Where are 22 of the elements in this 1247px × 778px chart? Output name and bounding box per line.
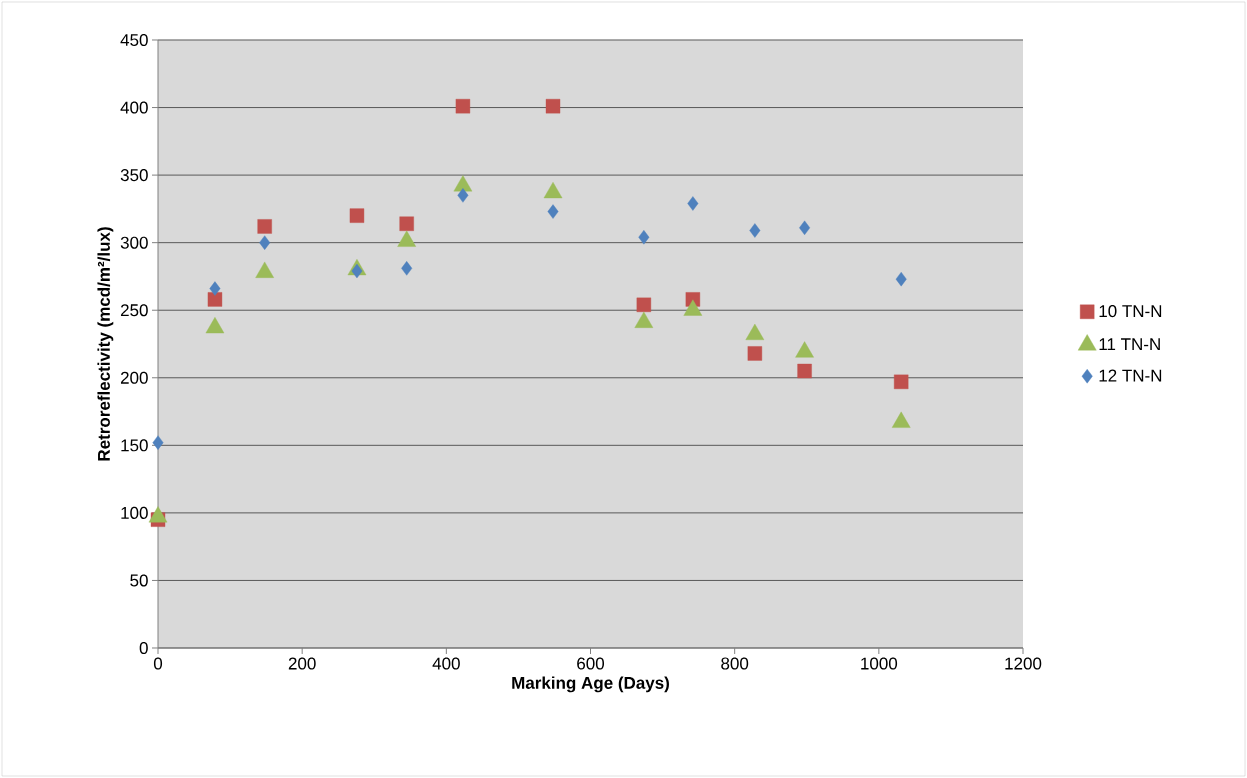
- legend-label: 10 TN-N: [1099, 305, 1162, 318]
- x-tick-label: 1000: [861, 657, 898, 670]
- y-tick-label: 0: [139, 641, 148, 655]
- y-axis-title: Retroreflectivity (mcd/m²/lux): [97, 227, 114, 461]
- legend-label: 12 TN-N: [1099, 369, 1162, 382]
- x-tick-label: 200: [288, 657, 316, 670]
- x-tick-label: 800: [721, 657, 749, 670]
- x-tick-label: 400: [432, 657, 460, 670]
- x-tick-label: 1200: [1005, 657, 1042, 670]
- y-tick-label: 100: [121, 506, 148, 519]
- legend-label: 11 TN-N: [1099, 338, 1160, 351]
- y-tick-label: 450: [120, 33, 148, 47]
- x-tick-label: 600: [577, 657, 605, 670]
- y-tick-label: 150: [121, 439, 148, 452]
- y-tick-label: 250: [120, 304, 148, 317]
- x-axis-title: Marking Age (Days): [512, 676, 669, 693]
- y-tick-label: 300: [120, 236, 148, 249]
- y-tick-label: 400: [120, 101, 148, 114]
- y-tick-label: 350: [120, 169, 148, 182]
- y-tick-label: 50: [130, 574, 148, 587]
- y-tick-label: 200: [120, 371, 148, 384]
- x-tick-label: 0: [153, 657, 163, 670]
